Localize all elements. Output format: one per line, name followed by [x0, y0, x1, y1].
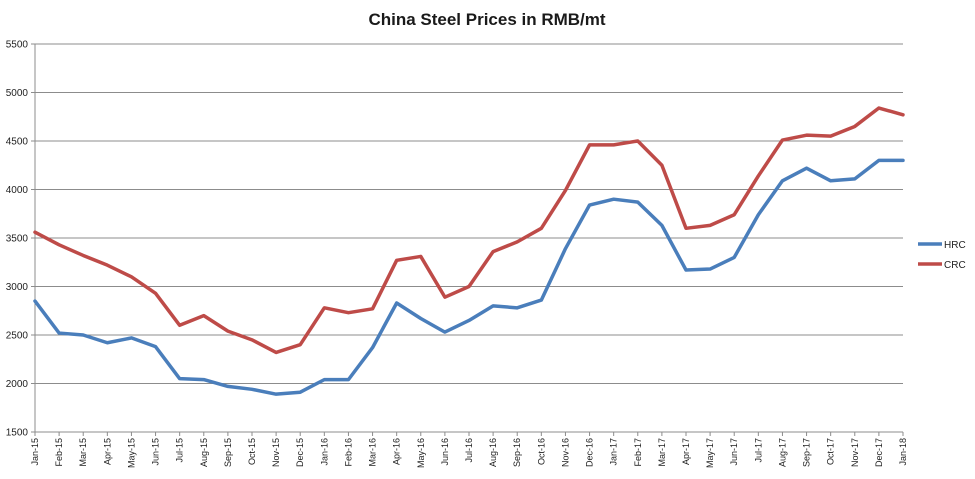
y-tick-label: 3000: [6, 282, 29, 293]
x-tick-label: Jul-16: [464, 438, 474, 463]
x-tick-label: Oct-17: [826, 438, 836, 465]
x-tick-label: Feb-16: [343, 438, 353, 467]
x-tick-label: Apr-15: [102, 438, 112, 465]
series-line-crc: [33, 106, 905, 355]
x-tick-label: Apr-16: [392, 438, 402, 465]
x-tick-label: Nov-15: [271, 438, 281, 467]
y-tick-label: 4000: [6, 185, 29, 196]
y-tick-label: 2000: [6, 379, 29, 390]
legend: HRC CRC: [918, 240, 966, 271]
gridlines: [35, 43, 903, 433]
y-axis-ticks: 1500 2000 2500 3000 3500 4000 4500 5000 5500: [6, 40, 36, 439]
x-tick-label: Sep-15: [223, 438, 233, 467]
y-tick-label: 1500: [6, 428, 29, 439]
x-tick-label: Feb-15: [54, 438, 64, 467]
x-tick-label: Apr-17: [681, 438, 691, 465]
x-tick-label: Aug-16: [488, 438, 498, 467]
x-tick-label: Jan-18: [898, 438, 908, 466]
x-tick-label: May-16: [416, 438, 426, 468]
y-tick-label: 5000: [6, 88, 29, 99]
x-tick-label: Aug-15: [199, 438, 209, 467]
series-lines: [33, 106, 905, 396]
x-tick-label: Dec-17: [874, 438, 884, 467]
x-tick-label: Nov-16: [560, 438, 570, 467]
y-tick-label: 5500: [6, 40, 29, 51]
x-tick-label: Dec-16: [585, 438, 595, 467]
x-tick-label: Jul-15: [175, 438, 185, 463]
x-tick-label: Jan-16: [319, 438, 329, 466]
x-tick-label: Jun-16: [440, 438, 450, 466]
chart-title: China Steel Prices in RMB/mt: [368, 10, 605, 29]
x-tick-label: Dec-15: [295, 438, 305, 467]
x-tick-label: Jun-17: [729, 438, 739, 466]
y-tick-label: 3500: [6, 234, 29, 245]
legend-label-hrc: HRC: [944, 240, 966, 251]
y-tick-label: 4500: [6, 137, 29, 148]
legend-label-crc: CRC: [944, 260, 966, 271]
x-tick-label: Feb-17: [633, 438, 643, 467]
x-tick-label: May-17: [705, 438, 715, 468]
x-tick-label: Sep-16: [512, 438, 522, 467]
x-tick-label: Jan-17: [609, 438, 619, 466]
x-tick-label: May-15: [126, 438, 136, 468]
x-tick-label: Mar-15: [78, 438, 88, 467]
x-tick-label: Jul-17: [753, 438, 763, 463]
x-tick-label: Oct-16: [536, 438, 546, 465]
x-tick-label: Nov-17: [850, 438, 860, 467]
x-tick-label: Oct-15: [247, 438, 257, 465]
series-line-hrc: [33, 158, 905, 396]
y-tick-label: 2500: [6, 331, 29, 342]
x-tick-label: Jan-15: [30, 438, 40, 466]
x-tick-label: Mar-17: [657, 438, 667, 467]
x-tick-label: Mar-16: [368, 438, 378, 467]
x-tick-label: Sep-17: [802, 438, 812, 467]
x-axis-ticks: Jan-15 Feb-15 Mar-15 Apr-15 May-15 Jun-15 Jul-…: [30, 432, 908, 468]
x-tick-label: Aug-17: [777, 438, 787, 467]
x-tick-label: Jun-15: [151, 438, 161, 466]
